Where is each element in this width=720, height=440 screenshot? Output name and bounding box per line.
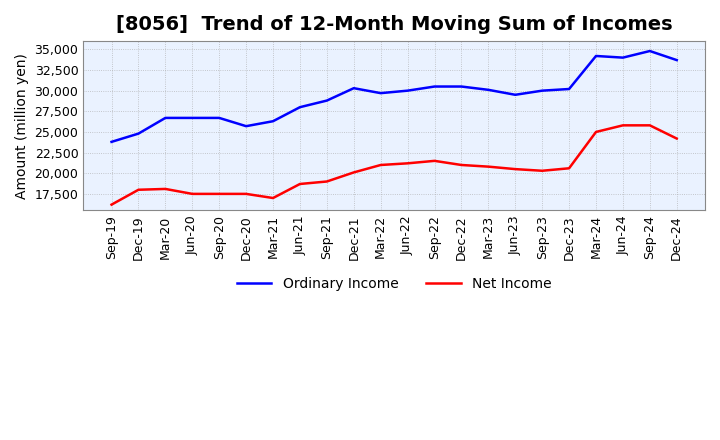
Ordinary Income <box>511 92 520 97</box>
Net Income <box>188 191 197 197</box>
Ordinary Income <box>269 118 277 124</box>
Net Income <box>323 179 331 184</box>
Y-axis label: Amount (million yen): Amount (million yen) <box>15 53 29 199</box>
Ordinary Income <box>672 58 681 63</box>
Ordinary Income <box>134 131 143 136</box>
Net Income <box>592 129 600 135</box>
Ordinary Income <box>107 139 116 144</box>
Net Income <box>296 181 305 187</box>
Net Income <box>403 161 412 166</box>
Ordinary Income <box>188 115 197 121</box>
Ordinary Income <box>564 86 573 92</box>
Ordinary Income <box>430 84 438 89</box>
Ordinary Income <box>538 88 546 93</box>
Ordinary Income <box>296 105 305 110</box>
Ordinary Income <box>242 124 251 129</box>
Ordinary Income <box>484 87 492 92</box>
Net Income <box>672 136 681 141</box>
Line: Ordinary Income: Ordinary Income <box>112 51 677 142</box>
Ordinary Income <box>646 48 654 54</box>
Net Income <box>484 164 492 169</box>
Net Income <box>134 187 143 192</box>
Ordinary Income <box>161 115 170 121</box>
Title: [8056]  Trend of 12-Month Moving Sum of Incomes: [8056] Trend of 12-Month Moving Sum of I… <box>116 15 672 34</box>
Ordinary Income <box>457 84 466 89</box>
Ordinary Income <box>592 53 600 59</box>
Ordinary Income <box>403 88 412 93</box>
Net Income <box>618 123 627 128</box>
Ordinary Income <box>323 98 331 103</box>
Net Income <box>377 162 385 168</box>
Net Income <box>269 195 277 201</box>
Ordinary Income <box>377 91 385 96</box>
Net Income <box>430 158 438 164</box>
Net Income <box>161 186 170 191</box>
Legend: Ordinary Income, Net Income: Ordinary Income, Net Income <box>231 271 557 297</box>
Ordinary Income <box>618 55 627 60</box>
Ordinary Income <box>349 85 358 91</box>
Net Income <box>349 170 358 175</box>
Net Income <box>242 191 251 197</box>
Net Income <box>511 166 520 172</box>
Ordinary Income <box>215 115 223 121</box>
Net Income <box>107 202 116 207</box>
Line: Net Income: Net Income <box>112 125 677 205</box>
Net Income <box>538 168 546 173</box>
Net Income <box>215 191 223 197</box>
Net Income <box>646 123 654 128</box>
Net Income <box>564 165 573 171</box>
Net Income <box>457 162 466 168</box>
